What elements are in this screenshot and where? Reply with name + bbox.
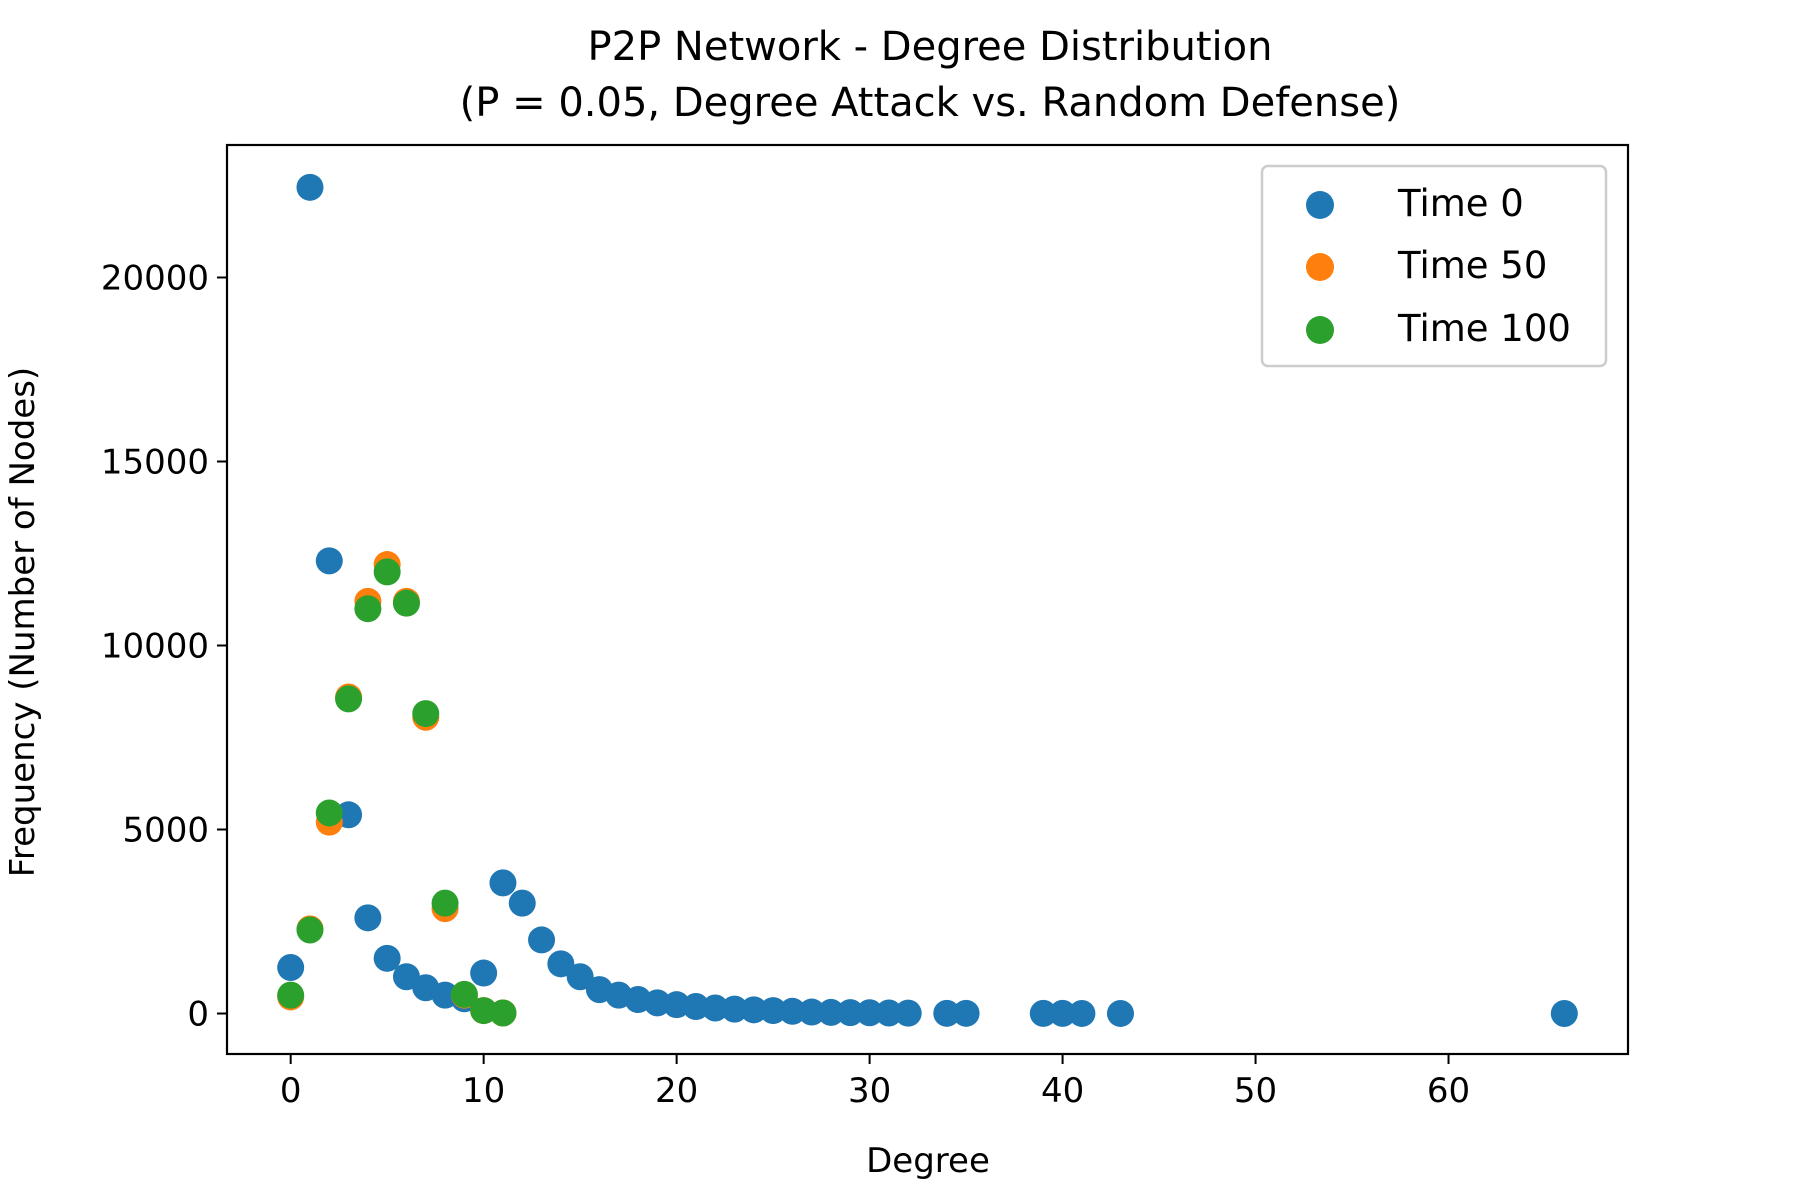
legend-marker-time-0 — [1306, 191, 1334, 219]
data-point-time-0 — [373, 944, 401, 972]
data-point-time-0 — [952, 999, 980, 1027]
data-point-time-100 — [392, 589, 420, 617]
data-point-time-0 — [856, 999, 884, 1027]
data-point-time-0 — [508, 889, 536, 917]
data-point-time-0 — [354, 904, 382, 932]
data-point-time-0 — [277, 954, 305, 982]
y-tick-label: 5000 — [122, 811, 209, 851]
data-point-time-0 — [875, 999, 903, 1027]
data-point-time-100 — [373, 558, 401, 586]
data-point-time-100 — [315, 799, 343, 827]
data-point-time-0 — [1550, 999, 1578, 1027]
data-point-time-0 — [778, 997, 806, 1025]
data-point-time-100 — [412, 700, 440, 728]
data-point-time-0 — [894, 999, 922, 1027]
x-axis-label: Degree — [866, 1141, 990, 1181]
data-point-time-0 — [836, 999, 864, 1027]
data-point-time-0 — [1068, 999, 1096, 1027]
x-tick-label: 60 — [1427, 1071, 1470, 1111]
data-point-time-0 — [798, 998, 826, 1026]
data-point-time-0 — [1049, 999, 1077, 1027]
data-point-time-0 — [759, 997, 787, 1025]
plot-area: 0 10 20 30 40 50 60 0 5000 10000 15000 20000 — [101, 143, 1630, 1111]
y-tick-label: 10000 — [101, 627, 209, 667]
legend-marker-time-50 — [1306, 253, 1334, 281]
data-point-time-0 — [701, 994, 729, 1022]
data-point-time-0 — [740, 996, 768, 1024]
data-point-time-100 — [335, 685, 363, 713]
x-tick-label: 40 — [1041, 1071, 1084, 1111]
legend-label-time-0: Time 0 — [1397, 182, 1524, 225]
chart-subtitle: (P = 0.05, Degree Attack vs. Random Defe… — [460, 80, 1401, 126]
data-point-time-100 — [450, 980, 478, 1008]
data-point-time-0 — [933, 999, 961, 1027]
data-point-time-100 — [277, 981, 305, 1009]
data-point-time-0 — [315, 547, 343, 575]
y-tick-label: 20000 — [101, 258, 209, 298]
x-tick-label: 10 — [462, 1071, 505, 1111]
legend-box — [1260, 164, 1608, 368]
data-point-time-0 — [566, 963, 594, 991]
x-tick-label: 0 — [280, 1071, 302, 1111]
y-tick-label: 0 — [187, 995, 209, 1035]
data-point-time-0 — [470, 959, 498, 987]
plot-frame — [225, 143, 1630, 1056]
y-axis-label: Frequency (Number of Nodes) — [3, 367, 43, 877]
y-tick-label: 15000 — [101, 442, 209, 482]
legend: Time 0 Time 50 Time 100 — [1260, 164, 1608, 368]
data-point-time-0 — [1106, 999, 1134, 1027]
data-point-time-0 — [721, 995, 749, 1023]
data-point-time-0 — [528, 926, 556, 954]
chart-title: P2P Network - Degree Distribution — [588, 24, 1273, 70]
data-point-time-0 — [489, 869, 517, 897]
x-tick-label: 30 — [848, 1071, 891, 1111]
data-point-time-0 — [682, 993, 710, 1021]
legend-marker-time-100 — [1306, 316, 1334, 344]
x-tick-label: 50 — [1234, 1071, 1277, 1111]
data-point-time-100 — [354, 595, 382, 623]
data-point-time-0 — [547, 950, 575, 978]
legend-label-time-100: Time 100 — [1397, 307, 1571, 350]
data-point-time-0 — [1029, 999, 1057, 1027]
legend-label-time-50: Time 50 — [1397, 244, 1547, 287]
x-tick-label: 20 — [655, 1071, 698, 1111]
data-point-time-100 — [296, 916, 324, 944]
data-point-time-0 — [817, 998, 845, 1026]
data-point-time-100 — [489, 999, 517, 1027]
data-point-time-0 — [296, 173, 324, 201]
data-point-time-100 — [431, 889, 459, 917]
